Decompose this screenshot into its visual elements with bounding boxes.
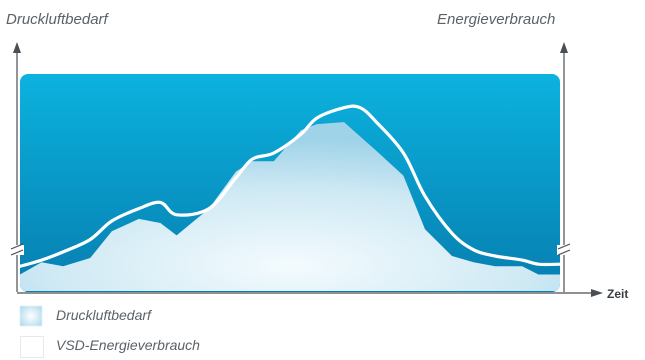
- right-axis-break: [557, 243, 571, 256]
- vsd-energieverbrauch-line: [18, 104, 562, 268]
- x-axis-arrow: [591, 289, 603, 297]
- legend-label: Druckluftbedarf: [56, 307, 151, 323]
- right-axis-title: Energieverbrauch: [437, 11, 556, 28]
- legend-swatch-energy: [20, 336, 44, 358]
- left-axis-title: Druckluftbedarf: [6, 11, 108, 28]
- left-axis-break: [10, 243, 24, 256]
- right-axis-arrow: [560, 42, 568, 53]
- x-axis-label: Zeit: [607, 287, 629, 301]
- left-axis-arrow: [13, 42, 21, 53]
- legend-label: VSD-Energieverbrauch: [56, 337, 200, 353]
- legend-swatch-demand: [20, 306, 42, 326]
- druckluftbedarf-area: [20, 122, 560, 291]
